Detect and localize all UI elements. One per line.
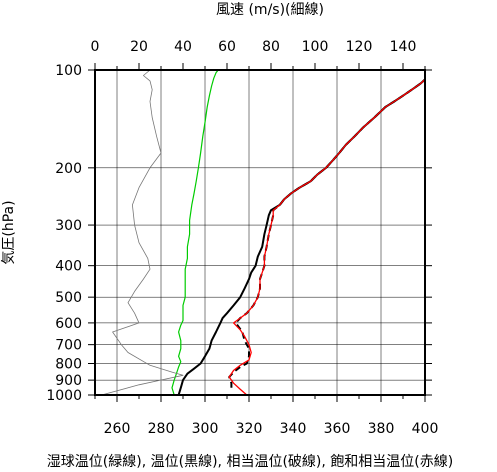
top-tick-label: 140 <box>390 39 417 55</box>
top-tick-label: 0 <box>91 39 100 55</box>
top-tick-label: 120 <box>346 39 373 55</box>
y-tick-label: 700 <box>55 338 82 354</box>
bottom-tick-label: 340 <box>280 421 307 437</box>
series-line-湿球温位 <box>171 69 219 396</box>
top-tick-label: 100 <box>302 39 329 55</box>
top-tick-label: 60 <box>218 39 236 55</box>
series-line-風速 <box>101 69 184 396</box>
y-tick-label: 400 <box>55 259 82 275</box>
bottom-tick-label: 360 <box>324 421 351 437</box>
y-tick-label: 1000 <box>46 388 82 404</box>
bottom-tick-label: 400 <box>412 421 439 437</box>
ticks: 260 280 300 320 340 360 380 400 0 20 40 60 80 100 120 1… <box>46 39 438 437</box>
y-tick-label: 800 <box>55 357 82 373</box>
y-tick-label: 600 <box>55 316 82 332</box>
series-line-温位 <box>177 78 426 396</box>
grid <box>95 69 426 396</box>
bottom-axis-title: 湿球温位(緑線), 温位(黒線), 相当温位(破線), 飽和相当温位(赤線) <box>47 453 453 470</box>
y-tick-label: 100 <box>55 63 82 79</box>
y-tick-label: 300 <box>55 218 82 234</box>
top-axis-title: 風速 (m/s)(細線) <box>216 2 324 18</box>
bottom-tick-label: 260 <box>104 421 131 437</box>
y-tick-label: 200 <box>55 161 82 177</box>
top-tick-label: 80 <box>262 39 280 55</box>
bottom-tick-label: 320 <box>236 421 263 437</box>
bottom-tick-label: 380 <box>368 421 395 437</box>
top-tick-label: 40 <box>174 39 192 55</box>
series-layer <box>101 69 426 396</box>
y-tick-label: 900 <box>55 373 82 389</box>
bottom-tick-label: 280 <box>148 421 175 437</box>
top-tick-label: 20 <box>130 39 148 55</box>
series-line-飽和相当温位 <box>228 79 426 396</box>
y-axis-title: 気圧(hPa) <box>1 200 17 264</box>
plot-frame <box>94 69 426 396</box>
series-line-相当温位 <box>228 78 426 388</box>
bottom-tick-label: 300 <box>192 421 219 437</box>
y-tick-label: 500 <box>55 290 82 306</box>
